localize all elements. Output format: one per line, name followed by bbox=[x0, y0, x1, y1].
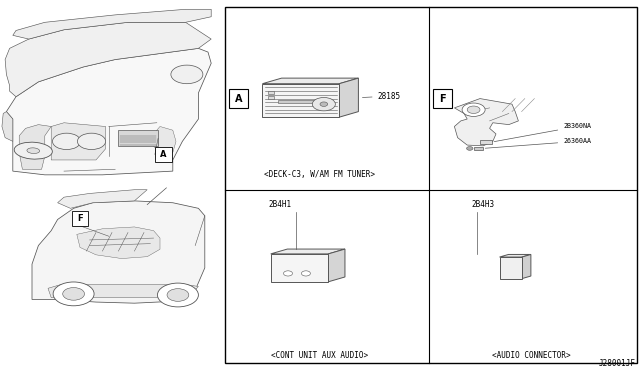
Polygon shape bbox=[58, 190, 147, 208]
Circle shape bbox=[312, 97, 335, 111]
Polygon shape bbox=[454, 99, 518, 146]
Bar bbox=[500, 257, 522, 279]
Text: F: F bbox=[77, 214, 83, 223]
Bar bbox=[268, 96, 274, 99]
Ellipse shape bbox=[14, 142, 52, 159]
Bar bbox=[72, 211, 88, 226]
Circle shape bbox=[52, 133, 81, 150]
Polygon shape bbox=[500, 254, 531, 257]
Bar bbox=[225, 7, 637, 363]
Bar bbox=[229, 89, 248, 108]
Polygon shape bbox=[5, 22, 211, 97]
Circle shape bbox=[157, 283, 198, 307]
Polygon shape bbox=[19, 125, 51, 169]
Text: 26360AA: 26360AA bbox=[485, 138, 591, 148]
Polygon shape bbox=[77, 227, 160, 259]
Polygon shape bbox=[262, 78, 358, 84]
Bar bbox=[155, 147, 172, 162]
Bar bbox=[278, 100, 321, 103]
Text: 2B4H3: 2B4H3 bbox=[472, 200, 495, 209]
Circle shape bbox=[63, 288, 84, 300]
Circle shape bbox=[301, 271, 310, 276]
Polygon shape bbox=[32, 201, 205, 303]
Circle shape bbox=[467, 147, 473, 150]
Polygon shape bbox=[48, 285, 198, 298]
Bar bbox=[262, 84, 339, 117]
Circle shape bbox=[171, 65, 203, 84]
Text: F: F bbox=[439, 94, 445, 103]
Bar bbox=[474, 147, 483, 150]
Bar bbox=[480, 140, 492, 144]
Polygon shape bbox=[152, 126, 176, 153]
Polygon shape bbox=[328, 249, 345, 282]
Circle shape bbox=[53, 282, 94, 306]
Bar bbox=[271, 254, 328, 282]
Text: <CONT UNIT AUX AUDIO>: <CONT UNIT AUX AUDIO> bbox=[271, 351, 369, 360]
Text: 28185: 28185 bbox=[362, 92, 401, 100]
Circle shape bbox=[77, 133, 106, 150]
Polygon shape bbox=[271, 249, 345, 254]
Text: <DECK-C3, W/AM FM TUNER>: <DECK-C3, W/AM FM TUNER> bbox=[264, 170, 376, 179]
Text: A: A bbox=[235, 94, 243, 103]
Polygon shape bbox=[13, 9, 211, 39]
Bar bbox=[433, 89, 452, 108]
Bar bbox=[118, 130, 158, 146]
Text: A: A bbox=[160, 150, 166, 159]
Bar bbox=[268, 91, 274, 94]
Polygon shape bbox=[51, 123, 106, 160]
Text: J28001JF: J28001JF bbox=[598, 359, 636, 368]
Polygon shape bbox=[522, 254, 531, 279]
Circle shape bbox=[167, 289, 189, 301]
Polygon shape bbox=[6, 48, 211, 175]
Circle shape bbox=[467, 106, 480, 113]
Text: 2B4H1: 2B4H1 bbox=[269, 200, 292, 209]
Polygon shape bbox=[2, 112, 13, 141]
Circle shape bbox=[284, 271, 292, 276]
Polygon shape bbox=[339, 78, 358, 117]
Circle shape bbox=[462, 103, 485, 116]
Text: 2B360NA: 2B360NA bbox=[494, 124, 591, 142]
Ellipse shape bbox=[27, 148, 40, 154]
Text: <AUDIO CONNECTOR>: <AUDIO CONNECTOR> bbox=[492, 351, 570, 360]
Circle shape bbox=[320, 102, 328, 106]
